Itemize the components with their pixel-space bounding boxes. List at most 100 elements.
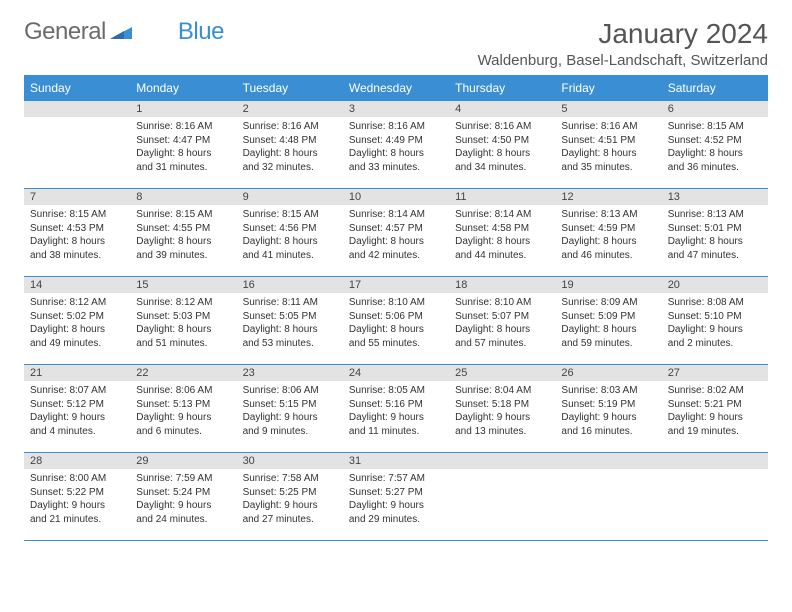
day-number: 27: [662, 365, 768, 381]
header: General Blue January 2024 Waldenburg, Ba…: [24, 18, 768, 69]
day-number: 30: [237, 453, 343, 469]
day-number: 16: [237, 277, 343, 293]
calendar-day-cell: 22Sunrise: 8:06 AMSunset: 5:13 PMDayligh…: [130, 365, 236, 453]
day-sun-info: Sunrise: 8:15 AMSunset: 4:52 PMDaylight:…: [662, 117, 768, 177]
day-number: 2: [237, 101, 343, 117]
day-number: 28: [24, 453, 130, 469]
day-sun-info: Sunrise: 7:57 AMSunset: 5:27 PMDaylight:…: [343, 469, 449, 529]
day-sun-info: Sunrise: 8:10 AMSunset: 5:06 PMDaylight:…: [343, 293, 449, 353]
day-number: 12: [555, 189, 661, 205]
calendar-day-cell: 29Sunrise: 7:59 AMSunset: 5:24 PMDayligh…: [130, 453, 236, 541]
day-number: 3: [343, 101, 449, 117]
day-number: [449, 453, 555, 469]
logo: General Blue: [24, 18, 224, 46]
day-number: 14: [24, 277, 130, 293]
calendar-day-cell: 7Sunrise: 8:15 AMSunset: 4:53 PMDaylight…: [24, 189, 130, 277]
calendar-day-cell: 28Sunrise: 8:00 AMSunset: 5:22 PMDayligh…: [24, 453, 130, 541]
day-header: Thursday: [449, 76, 555, 101]
day-header: Saturday: [662, 76, 768, 101]
calendar-day-cell: 6Sunrise: 8:15 AMSunset: 4:52 PMDaylight…: [662, 101, 768, 189]
logo-triangle-icon: [110, 18, 132, 46]
day-sun-info: Sunrise: 8:16 AMSunset: 4:49 PMDaylight:…: [343, 117, 449, 177]
day-sun-info: Sunrise: 8:15 AMSunset: 4:55 PMDaylight:…: [130, 205, 236, 265]
day-sun-info: Sunrise: 8:15 AMSunset: 4:56 PMDaylight:…: [237, 205, 343, 265]
day-header-row: Sunday Monday Tuesday Wednesday Thursday…: [24, 76, 768, 101]
day-number: [662, 453, 768, 469]
calendar-week-row: 28Sunrise: 8:00 AMSunset: 5:22 PMDayligh…: [24, 453, 768, 541]
day-number: 8: [130, 189, 236, 205]
calendar-week-row: 14Sunrise: 8:12 AMSunset: 5:02 PMDayligh…: [24, 277, 768, 365]
day-sun-info: Sunrise: 8:14 AMSunset: 4:58 PMDaylight:…: [449, 205, 555, 265]
day-header: Wednesday: [343, 76, 449, 101]
logo-text-blue: Blue: [178, 18, 224, 46]
calendar-day-cell: 25Sunrise: 8:04 AMSunset: 5:18 PMDayligh…: [449, 365, 555, 453]
location-text: Waldenburg, Basel-Landschaft, Switzerlan…: [478, 52, 768, 69]
day-number: 24: [343, 365, 449, 381]
day-header: Sunday: [24, 76, 130, 101]
day-number: 25: [449, 365, 555, 381]
calendar-week-row: 1Sunrise: 8:16 AMSunset: 4:47 PMDaylight…: [24, 101, 768, 189]
day-sun-info: Sunrise: 8:16 AMSunset: 4:47 PMDaylight:…: [130, 117, 236, 177]
day-sun-info: Sunrise: 8:15 AMSunset: 4:53 PMDaylight:…: [24, 205, 130, 265]
day-number: 15: [130, 277, 236, 293]
day-sun-info: Sunrise: 8:12 AMSunset: 5:03 PMDaylight:…: [130, 293, 236, 353]
day-sun-info: Sunrise: 8:16 AMSunset: 4:48 PMDaylight:…: [237, 117, 343, 177]
day-number: [555, 453, 661, 469]
day-header: Tuesday: [237, 76, 343, 101]
day-sun-info: Sunrise: 8:08 AMSunset: 5:10 PMDaylight:…: [662, 293, 768, 353]
day-sun-info: Sunrise: 8:14 AMSunset: 4:57 PMDaylight:…: [343, 205, 449, 265]
day-sun-info: Sunrise: 8:00 AMSunset: 5:22 PMDaylight:…: [24, 469, 130, 529]
day-number: 13: [662, 189, 768, 205]
calendar-day-cell: 17Sunrise: 8:10 AMSunset: 5:06 PMDayligh…: [343, 277, 449, 365]
day-sun-info: Sunrise: 8:04 AMSunset: 5:18 PMDaylight:…: [449, 381, 555, 441]
calendar-day-cell: 9Sunrise: 8:15 AMSunset: 4:56 PMDaylight…: [237, 189, 343, 277]
day-number: 18: [449, 277, 555, 293]
logo-text-general: General: [24, 18, 106, 46]
day-number: [24, 101, 130, 117]
calendar-day-cell: 1Sunrise: 8:16 AMSunset: 4:47 PMDaylight…: [130, 101, 236, 189]
calendar-day-cell: 2Sunrise: 8:16 AMSunset: 4:48 PMDaylight…: [237, 101, 343, 189]
day-number: 10: [343, 189, 449, 205]
day-number: 22: [130, 365, 236, 381]
day-sun-info: Sunrise: 8:09 AMSunset: 5:09 PMDaylight:…: [555, 293, 661, 353]
day-sun-info: Sunrise: 8:11 AMSunset: 5:05 PMDaylight:…: [237, 293, 343, 353]
day-sun-info: Sunrise: 8:10 AMSunset: 5:07 PMDaylight:…: [449, 293, 555, 353]
day-sun-info: Sunrise: 8:06 AMSunset: 5:15 PMDaylight:…: [237, 381, 343, 441]
calendar-week-row: 21Sunrise: 8:07 AMSunset: 5:12 PMDayligh…: [24, 365, 768, 453]
day-sun-info: Sunrise: 8:07 AMSunset: 5:12 PMDaylight:…: [24, 381, 130, 441]
day-number: 21: [24, 365, 130, 381]
calendar-day-cell: [555, 453, 661, 541]
calendar-day-cell: 23Sunrise: 8:06 AMSunset: 5:15 PMDayligh…: [237, 365, 343, 453]
calendar-day-cell: 14Sunrise: 8:12 AMSunset: 5:02 PMDayligh…: [24, 277, 130, 365]
calendar-day-cell: 13Sunrise: 8:13 AMSunset: 5:01 PMDayligh…: [662, 189, 768, 277]
day-number: 26: [555, 365, 661, 381]
calendar-day-cell: 16Sunrise: 8:11 AMSunset: 5:05 PMDayligh…: [237, 277, 343, 365]
day-sun-info: Sunrise: 7:58 AMSunset: 5:25 PMDaylight:…: [237, 469, 343, 529]
day-number: 31: [343, 453, 449, 469]
calendar-day-cell: [662, 453, 768, 541]
day-number: 6: [662, 101, 768, 117]
calendar-day-cell: [449, 453, 555, 541]
day-sun-info: Sunrise: 8:03 AMSunset: 5:19 PMDaylight:…: [555, 381, 661, 441]
calendar-day-cell: 21Sunrise: 8:07 AMSunset: 5:12 PMDayligh…: [24, 365, 130, 453]
calendar-week-row: 7Sunrise: 8:15 AMSunset: 4:53 PMDaylight…: [24, 189, 768, 277]
day-sun-info: Sunrise: 8:13 AMSunset: 4:59 PMDaylight:…: [555, 205, 661, 265]
day-number: 5: [555, 101, 661, 117]
calendar-day-cell: [24, 101, 130, 189]
calendar-day-cell: 18Sunrise: 8:10 AMSunset: 5:07 PMDayligh…: [449, 277, 555, 365]
calendar-day-cell: 5Sunrise: 8:16 AMSunset: 4:51 PMDaylight…: [555, 101, 661, 189]
day-sun-info: Sunrise: 8:16 AMSunset: 4:51 PMDaylight:…: [555, 117, 661, 177]
day-sun-info: Sunrise: 8:02 AMSunset: 5:21 PMDaylight:…: [662, 381, 768, 441]
day-number: 7: [24, 189, 130, 205]
calendar-day-cell: 4Sunrise: 8:16 AMSunset: 4:50 PMDaylight…: [449, 101, 555, 189]
month-title: January 2024: [478, 18, 768, 50]
calendar-day-cell: 30Sunrise: 7:58 AMSunset: 5:25 PMDayligh…: [237, 453, 343, 541]
day-number: 9: [237, 189, 343, 205]
calendar-table: Sunday Monday Tuesday Wednesday Thursday…: [24, 75, 768, 541]
day-header: Monday: [130, 76, 236, 101]
calendar-day-cell: 15Sunrise: 8:12 AMSunset: 5:03 PMDayligh…: [130, 277, 236, 365]
day-number: 11: [449, 189, 555, 205]
day-number: 17: [343, 277, 449, 293]
day-number: 19: [555, 277, 661, 293]
day-number: 1: [130, 101, 236, 117]
